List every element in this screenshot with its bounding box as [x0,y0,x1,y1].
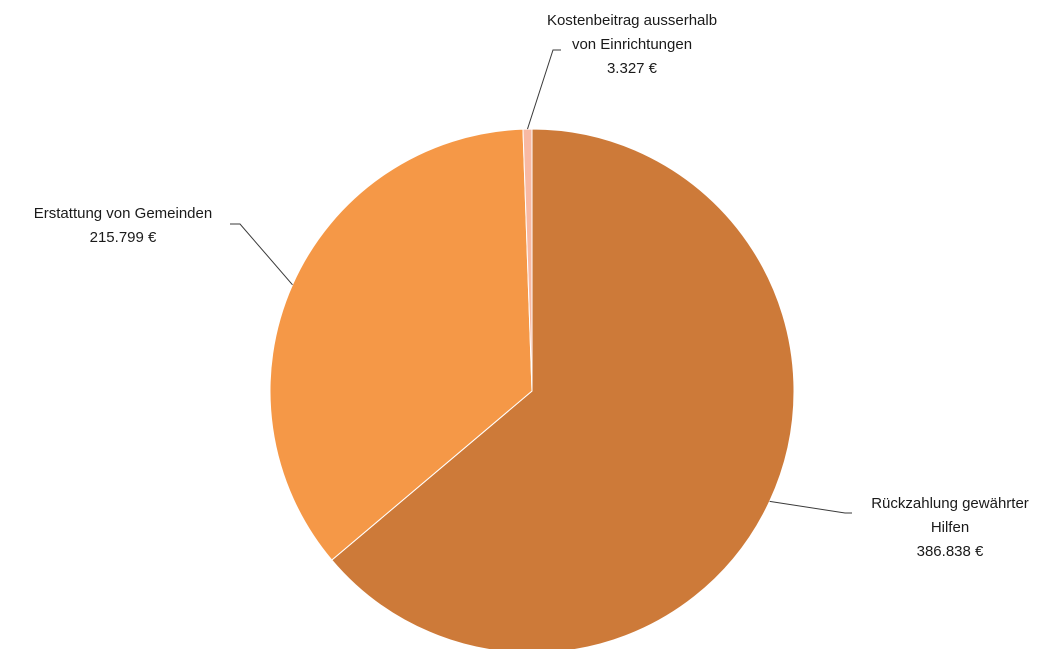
data-label-category: Erstattung von Gemeinden [34,205,212,222]
leader-lines [230,49,852,514]
leader-line-1 [230,223,293,286]
data-label-category: Hilfen [931,519,969,536]
pie-slice-0 [331,128,795,649]
data-label-value: 3.327 € [607,60,658,77]
data-labels: Rückzahlung gewährter Hilfen 386.838 € Erst… [34,12,1029,560]
data-label-value: 386.838 € [917,543,984,560]
data-label-category: Rückzahlung gewährter [871,495,1029,512]
leader-line-2 [527,49,561,130]
data-label-2: Kostenbeitrag ausserhalb von Einrichtunge… [547,12,717,77]
leader-line-0 [769,500,852,514]
data-label-0: Rückzahlung gewährter Hilfen 386.838 € [871,495,1029,560]
pie-slices [269,128,795,649]
data-label-value: 215.799 € [90,229,157,246]
data-label-1: Erstattung von Gemeinden 215.799 € [34,205,212,246]
data-label-category: Kostenbeitrag ausserhalb [547,12,717,29]
data-label-category: von Einrichtungen [572,36,692,53]
